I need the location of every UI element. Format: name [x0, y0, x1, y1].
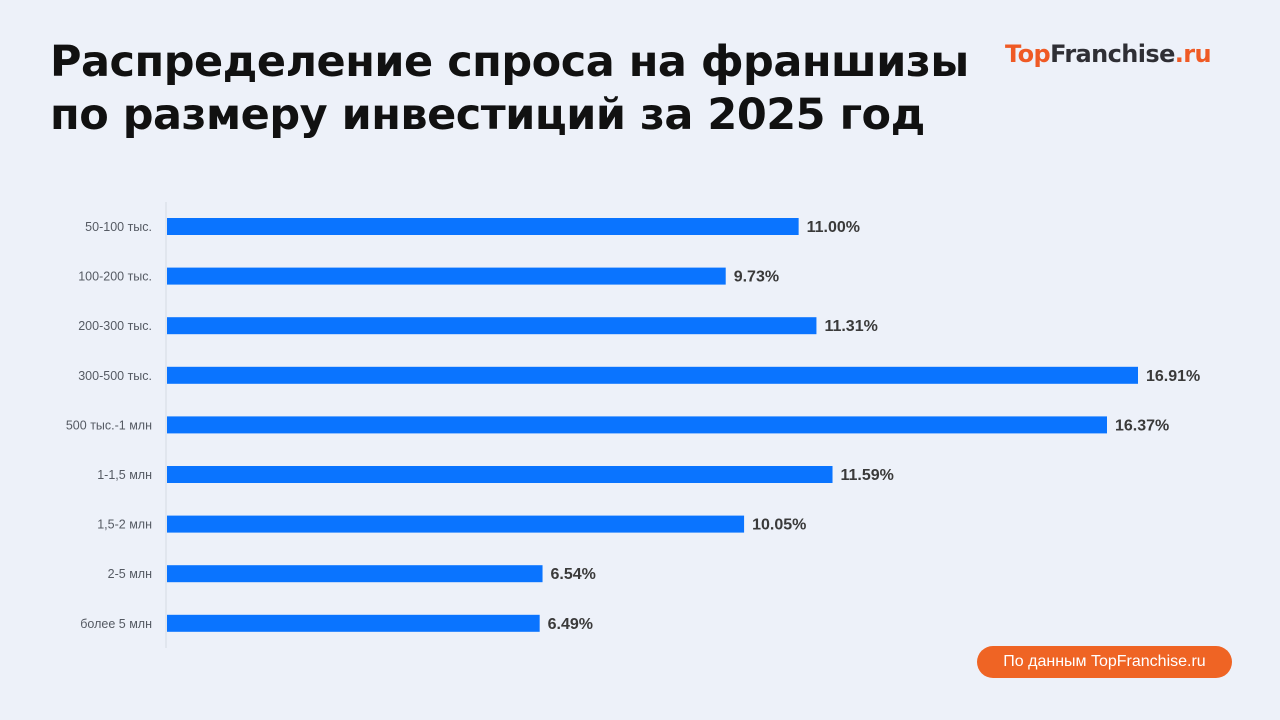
brand-logo[interactable]: TopFranchise.ru	[1005, 40, 1212, 68]
category-label: 300-500 тыс.	[78, 369, 152, 383]
bar[interactable]	[167, 466, 833, 483]
value-label: 11.00%	[807, 219, 860, 236]
category-label: 50-100 тыс.	[85, 220, 152, 234]
value-label: 6.54%	[551, 566, 596, 583]
bar[interactable]	[167, 317, 817, 335]
bar[interactable]	[167, 267, 726, 285]
value-label: 11.59%	[841, 467, 894, 484]
bar[interactable]	[167, 416, 1107, 434]
value-label: 10.05%	[752, 517, 806, 534]
title-line-1: Распределение спроса на франшизы	[50, 37, 969, 87]
value-label: 6.49%	[548, 616, 593, 633]
bar[interactable]	[167, 614, 540, 632]
category-label: 1,5-2 млн	[97, 518, 152, 532]
value-label: 16.91%	[1146, 368, 1200, 385]
value-label: 11.31%	[824, 318, 877, 335]
page-title: Распределение спроса на франшизы по разм…	[50, 36, 969, 142]
logo-part-domain: .ru	[1174, 40, 1212, 68]
logo-part-top: Top	[1005, 40, 1051, 68]
category-label: 100-200 тыс.	[78, 270, 152, 284]
category-label: 1-1,5 млн	[97, 468, 152, 482]
value-label: 16.37%	[1115, 417, 1169, 434]
category-label: 2-5 млн	[108, 567, 152, 581]
category-label: 500 тыс.-1 млн	[66, 418, 152, 432]
bar[interactable]	[167, 565, 543, 583]
bar[interactable]	[167, 366, 1138, 384]
value-label: 9.73%	[734, 269, 779, 286]
bar[interactable]	[167, 515, 745, 533]
logo-part-franchise: Franchise	[1050, 40, 1175, 68]
source-badge[interactable]: По данным TopFranchise.ru	[977, 646, 1232, 678]
category-label: более 5 млн	[80, 617, 152, 631]
bar[interactable]	[167, 218, 799, 235]
title-line-2: по размеру инвестиций за 2025 год	[50, 90, 925, 140]
category-label: 200-300 тыс.	[78, 319, 152, 333]
